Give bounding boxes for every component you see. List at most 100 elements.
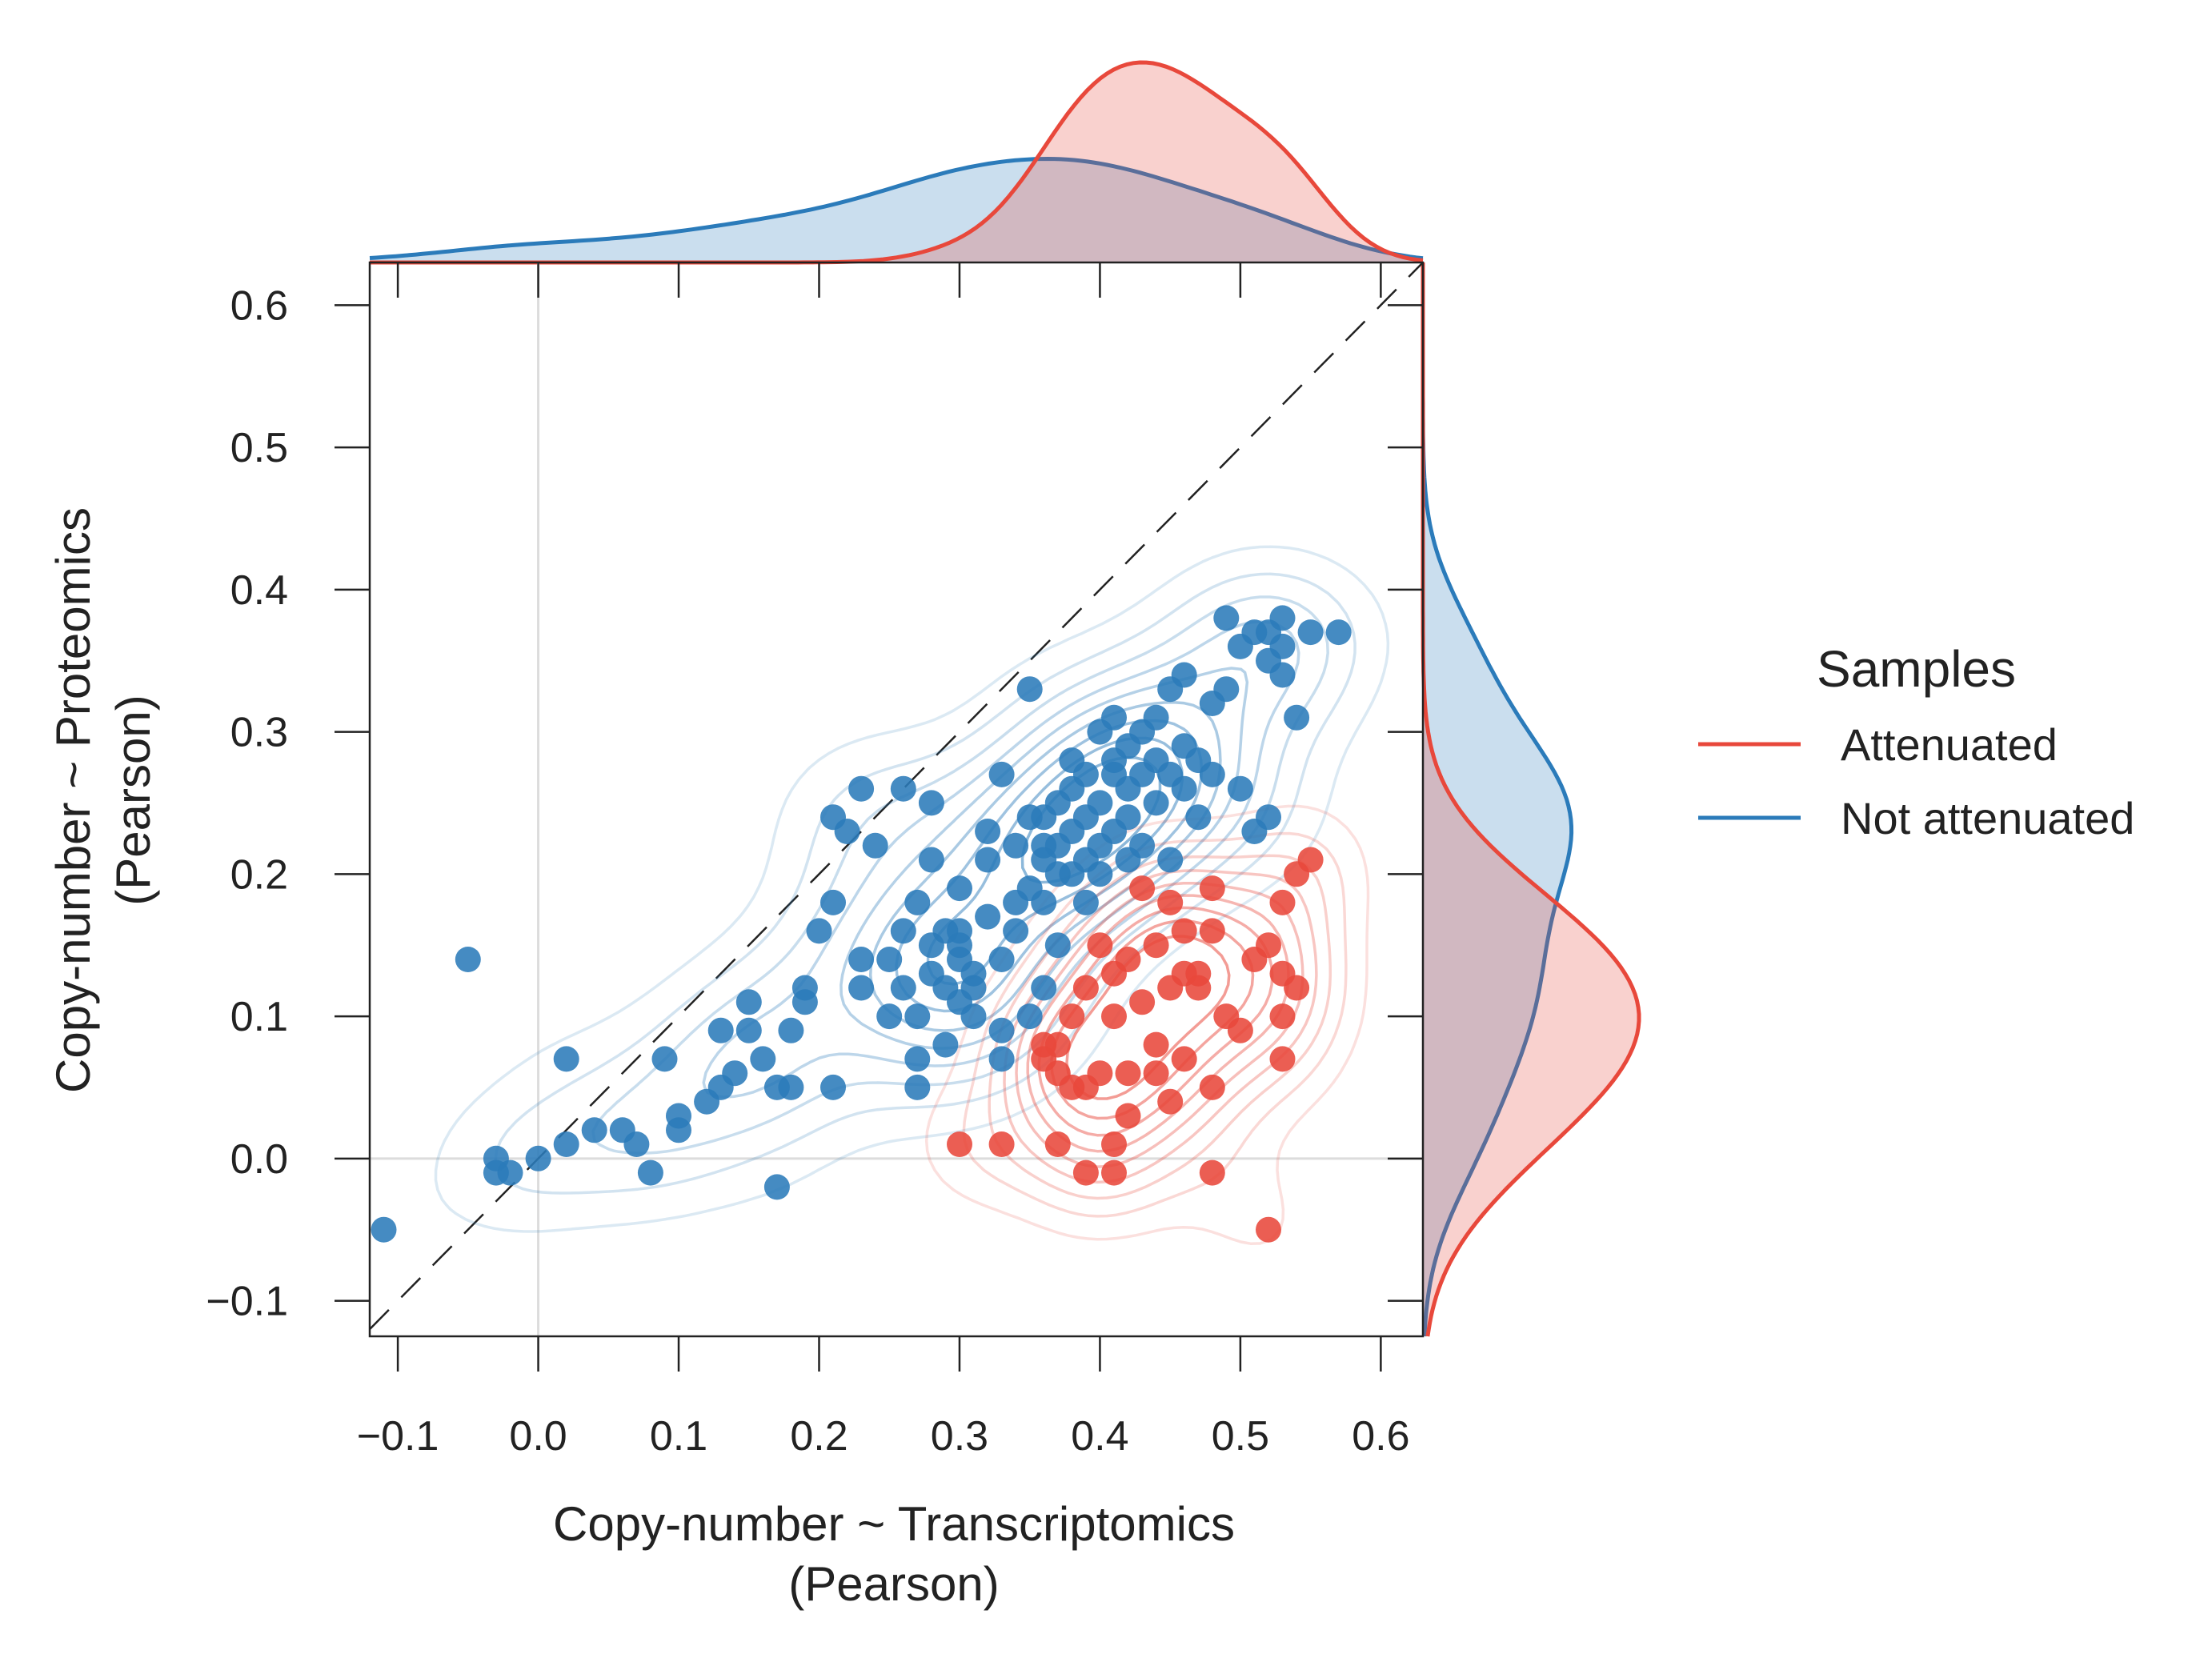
point-not-attenuated-94: [1143, 704, 1169, 731]
point-not-attenuated-134: [1031, 975, 1057, 1001]
point-not-attenuated-61: [988, 947, 1015, 972]
point-attenuated-4: [1072, 1159, 1099, 1186]
x-tick-label-3: 0.2: [790, 1413, 848, 1460]
point-not-attenuated-34: [848, 947, 875, 972]
point-not-attenuated-60: [988, 761, 1015, 787]
point-attenuated-20: [1199, 1074, 1225, 1100]
data-points: [371, 605, 1352, 1243]
point-not-attenuated-29: [820, 889, 846, 915]
point-attenuated-44: [1157, 889, 1184, 915]
x-axis-title-line1: Copy-number ~ Transcriptomics: [553, 1497, 1235, 1551]
point-not-attenuated-28: [806, 918, 832, 944]
point-not-attenuated-55: [960, 1003, 987, 1030]
point-attenuated-15: [1044, 1060, 1071, 1087]
point-not-attenuated-36: [862, 832, 888, 859]
point-not-attenuated-17: [707, 1017, 734, 1043]
point-not-attenuated-105: [1213, 676, 1240, 703]
point-not-attenuated-54: [947, 875, 972, 902]
point-not-attenuated-11: [637, 1159, 663, 1186]
legend-label-not-attenuated: Not attenuated: [1841, 793, 2134, 843]
top-density-line-not-attenuated: [369, 156, 1424, 261]
point-attenuated-0: [947, 1131, 972, 1157]
point-not-attenuated-41: [904, 889, 931, 915]
point-not-attenuated-110: [1256, 804, 1281, 831]
point-not-attenuated-18: [722, 1060, 748, 1087]
point-attenuated-39: [1269, 889, 1296, 915]
point-attenuated-18: [1171, 1046, 1197, 1072]
point-attenuated-16: [1157, 1088, 1184, 1115]
point-attenuated-17: [1143, 1060, 1169, 1087]
point-attenuated-41: [1297, 847, 1324, 873]
contour-not-attenuated-1: [434, 545, 1390, 1233]
point-not-attenuated-104: [1199, 761, 1225, 787]
point-not-attenuated-0: [371, 1216, 397, 1243]
point-not-attenuated-57: [975, 847, 1001, 873]
x-tick-label-6: 0.5: [1212, 1413, 1269, 1460]
point-not-attenuated-100: [1171, 662, 1197, 688]
point-not-attenuated-35: [848, 975, 875, 1001]
point-not-attenuated-85: [1101, 704, 1127, 731]
point-not-attenuated-93: [1143, 790, 1169, 816]
point-attenuated-13: [1115, 1060, 1141, 1087]
point-not-attenuated-46: [918, 847, 944, 873]
point-attenuated-49: [1101, 960, 1127, 987]
point-attenuated-28: [1129, 989, 1156, 1015]
point-not-attenuated-62: [988, 1017, 1015, 1043]
point-not-attenuated-66: [1016, 676, 1043, 703]
point-not-attenuated-5: [525, 1145, 551, 1171]
point-not-attenuated-102: [1185, 804, 1212, 831]
point-not-attenuated-122: [1087, 861, 1113, 887]
point-not-attenuated-6: [553, 1046, 579, 1072]
point-not-attenuated-45: [918, 790, 944, 816]
y-tick-label-3: 0.2: [230, 851, 288, 898]
y-tick-label-0: −0.1: [206, 1279, 288, 1325]
point-not-attenuated-47: [932, 1031, 959, 1058]
point-not-attenuated-73: [1044, 932, 1071, 959]
point-not-attenuated-19: [735, 989, 762, 1015]
point-not-attenuated-123: [1101, 819, 1127, 844]
point-attenuated-3: [1101, 1131, 1127, 1157]
legend: Samples Attenuated Not attenuated: [1698, 640, 2134, 843]
point-not-attenuated-108: [1227, 775, 1253, 802]
point-not-attenuated-126: [1031, 804, 1057, 831]
point-not-attenuated-121: [1059, 861, 1085, 887]
y-tick-label-5: 0.4: [230, 567, 288, 614]
point-attenuated-26: [1059, 1003, 1085, 1030]
point-attenuated-7: [1256, 1216, 1281, 1243]
point-attenuated-8: [1115, 1103, 1141, 1129]
point-not-attenuated-37: [876, 947, 903, 972]
point-not-attenuated-130: [918, 960, 944, 987]
point-not-attenuated-1: [455, 947, 481, 972]
top-density-fill-attenuated: [370, 62, 1423, 262]
point-not-attenuated-115: [1297, 619, 1324, 646]
point-not-attenuated-14: [666, 1103, 691, 1129]
point-not-attenuated-32: [834, 819, 860, 844]
x-tick-label-2: 0.1: [650, 1413, 707, 1460]
plot-border: [368, 261, 1425, 1338]
point-not-attenuated-127: [1016, 875, 1043, 902]
legend-title: Samples: [1817, 640, 2016, 698]
point-not-attenuated-128: [1003, 918, 1029, 944]
legend-label-attenuated: Attenuated: [1841, 719, 2058, 770]
point-attenuated-34: [1199, 918, 1225, 944]
point-not-attenuated-8: [581, 1117, 607, 1143]
point-not-attenuated-79: [1072, 889, 1099, 915]
point-not-attenuated-132: [876, 1003, 903, 1030]
point-not-attenuated-113: [1269, 662, 1296, 688]
point-not-attenuated-59: [975, 903, 1001, 930]
point-not-attenuated-25: [778, 1017, 804, 1043]
x-tick-label-5: 0.4: [1071, 1413, 1128, 1460]
point-not-attenuated-65: [1016, 1003, 1043, 1030]
y-axis-title-line1: Copy-number ~ Proteomics: [46, 507, 100, 1093]
point-not-attenuated-116: [1325, 619, 1352, 646]
point-not-attenuated-7: [553, 1131, 579, 1157]
point-attenuated-38: [1256, 932, 1281, 959]
y-tick-label-7: 0.6: [230, 282, 288, 329]
point-attenuated-6: [1199, 1159, 1225, 1186]
point-attenuated-21: [1269, 1046, 1296, 1072]
x-axis-title-line2: (Pearson): [788, 1557, 999, 1611]
y-tick-label-2: 0.1: [230, 994, 288, 1040]
plot-frame: [368, 261, 1425, 1338]
